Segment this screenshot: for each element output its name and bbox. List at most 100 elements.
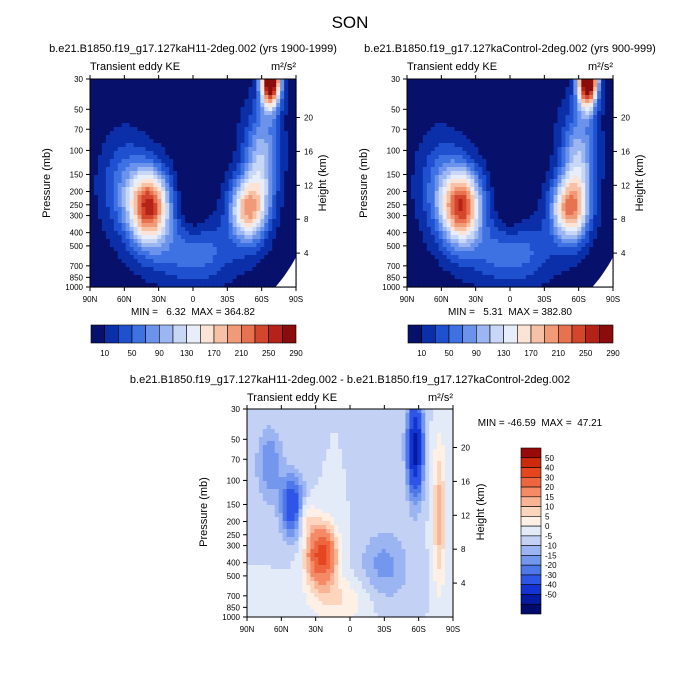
field-cell [204, 115, 210, 120]
field-cell [157, 223, 162, 228]
field-cell [129, 215, 135, 220]
field-cell [177, 131, 182, 136]
field-cell [430, 223, 436, 228]
field-cell [284, 163, 289, 168]
field-cell [161, 271, 166, 276]
field-cell [177, 119, 182, 124]
field-cell [541, 203, 547, 208]
field-cell [240, 179, 246, 184]
field-cell [513, 123, 519, 128]
field-cell [474, 223, 479, 228]
field-cell [240, 151, 246, 156]
field-cell [105, 219, 111, 224]
field-cell [228, 179, 234, 184]
field-cell [529, 91, 535, 96]
field-cell [200, 275, 206, 280]
field-cell [506, 231, 511, 236]
field-cell [537, 187, 543, 192]
field-cell [529, 151, 535, 156]
field-cell [109, 263, 115, 268]
field-cell [240, 167, 246, 172]
field-cell [133, 167, 139, 172]
field-cell [117, 107, 123, 112]
field-cell [113, 143, 119, 148]
field-cell [268, 111, 273, 116]
field-cell [264, 103, 269, 108]
field-cell [236, 239, 242, 244]
field-cell [117, 79, 123, 84]
field-cell [494, 79, 499, 84]
field-cell [141, 99, 147, 104]
field-cell [268, 123, 273, 128]
field-cell [541, 139, 547, 144]
field-cell [212, 91, 218, 96]
field-cell [410, 135, 416, 140]
field-cell [90, 267, 95, 272]
field-cell [97, 199, 103, 204]
field-cell [125, 115, 131, 120]
field-cell [601, 171, 606, 176]
field-cell [105, 135, 111, 140]
field-cell [220, 79, 226, 84]
field-cell [502, 231, 507, 236]
field-cell [117, 231, 123, 236]
field-cell [446, 203, 452, 208]
field-cell [232, 215, 238, 220]
field-cell [244, 227, 250, 232]
field-cell [196, 243, 202, 248]
field-cell [482, 111, 487, 116]
field-cell [410, 147, 416, 152]
field-cell [549, 119, 555, 124]
field-cell [446, 183, 452, 188]
field-cell [426, 107, 432, 112]
field-cell [264, 235, 269, 240]
field-cell [177, 99, 182, 104]
field-cell [193, 275, 198, 280]
field-cell [185, 231, 190, 236]
field-cell [161, 279, 166, 284]
field-cell [185, 211, 190, 216]
colorbar-label: 50 [128, 349, 137, 358]
field-cell [442, 147, 448, 152]
field-cell [224, 103, 230, 108]
field-cell [252, 123, 257, 128]
field-cell [569, 107, 574, 112]
field-cell [506, 215, 511, 220]
field-cell [161, 91, 166, 96]
field-cell [141, 167, 147, 172]
field-cell [458, 191, 464, 196]
field-cell [502, 167, 507, 172]
field-cell [513, 83, 519, 88]
field-cell [510, 243, 515, 248]
field-cell [422, 147, 428, 152]
field-cell [153, 219, 158, 224]
field-cell [105, 143, 111, 148]
field-cell [426, 111, 432, 116]
field-cell [220, 183, 226, 188]
field-cell [145, 87, 151, 92]
field-cell [502, 143, 507, 148]
field-cell [264, 79, 269, 84]
field-cell [450, 79, 456, 84]
field-cell [161, 175, 166, 180]
field-cell [113, 99, 119, 104]
field-cell [240, 127, 246, 132]
field-cell [101, 279, 107, 284]
field-cell [196, 235, 202, 240]
field-cell [260, 99, 265, 104]
field-cell [264, 255, 269, 260]
field-cell [145, 187, 151, 192]
field-cell [165, 259, 170, 264]
field-cell [276, 207, 281, 212]
field-cell [478, 87, 483, 92]
field-cell [601, 195, 606, 200]
field-cell [252, 139, 257, 144]
field-cell [157, 239, 162, 244]
field-cell [189, 99, 194, 104]
field-cell [474, 131, 479, 136]
field-cell [284, 211, 289, 216]
field-cell [292, 151, 297, 156]
field-cell [521, 211, 527, 216]
field-cell [181, 135, 186, 140]
field-cell [553, 187, 559, 192]
